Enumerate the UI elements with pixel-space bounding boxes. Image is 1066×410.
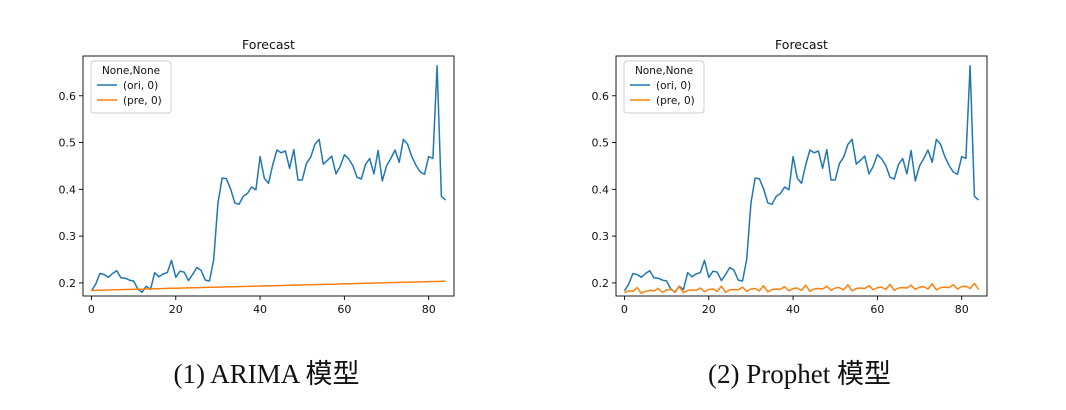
chart2-y-tick-label: 0.2	[592, 277, 610, 290]
chart2-x-tick-label: 60	[870, 303, 884, 316]
chart1-y-tick-label: 0.6	[59, 90, 77, 103]
chart1-x-tick-label: 80	[422, 303, 436, 316]
chart1-x-tick-label: 0	[88, 303, 95, 316]
prophet-forecast-chart: Forecast 0 20 40 60 80 0.2 0.3 0.4 0.5 0.6 None,Non…	[592, 37, 988, 316]
chart1-y-tick-label: 0.5	[59, 137, 77, 150]
chart1-series-line-pre	[91, 280, 446, 292]
chart1-legend: None,None (ori, 0) (pre, 0)	[90, 60, 172, 114]
chart2-title: Forecast	[775, 37, 828, 52]
chart1-legend-title: None,None	[102, 65, 160, 77]
chart2-x-tick-label: 0	[621, 303, 628, 316]
chart2-y-tick-label: 0.6	[592, 90, 610, 103]
chart2-x-tick-label: 20	[702, 303, 716, 316]
chart1-x-tick-label: 40	[253, 303, 267, 316]
chart2-y-tick-label: 0.3	[592, 230, 610, 243]
chart1-x-tick-label: 60	[337, 303, 351, 316]
chart2-series-line-pre	[624, 282, 980, 294]
chart1-x-tick-label: 20	[169, 303, 183, 316]
chart2-legend: None,None (ori, 0) (pre, 0)	[623, 60, 705, 114]
chart2-series-line-ori	[623, 65, 980, 294]
chart1-title: Forecast	[242, 37, 295, 52]
chart1-legend-label: (pre, 0)	[123, 95, 162, 107]
prophet-figure: Forecast 0 20 40 60 80 0.2 0.3 0.4 0.5 0.6 None,Non…	[533, 0, 1066, 410]
chart1-y-tick-label: 0.4	[59, 183, 77, 196]
arima-figure: Forecast 0 20 40 60 80 0.2 0.3 0.4 0.5 0.6 None,Non…	[59, 37, 455, 389]
chart2-legend-title: None,None	[635, 65, 693, 77]
chart1-axes-frame	[82, 55, 455, 297]
arima-forecast-chart: Forecast 0 20 40 60 80 0.2 0.3 0.4 0.5 0.6 None,Non…	[59, 37, 455, 316]
chart2-y-tick-label: 0.5	[592, 137, 610, 150]
chart2-legend-label: (pre, 0)	[656, 95, 695, 107]
chart2-legend-label: (ori, 0)	[656, 80, 691, 92]
prophet-caption: (2) Prophet 模型	[708, 359, 891, 389]
chart2-axes-frame	[615, 55, 988, 297]
chart1-y-tick-label: 0.2	[59, 277, 77, 290]
chart1-y-tick-label: 0.3	[59, 230, 77, 243]
arima-caption: (1) ARIMA 模型	[173, 359, 360, 389]
chart2-x-tick-label: 40	[786, 303, 800, 316]
chart2-x-tick-label: 80	[955, 303, 969, 316]
chart2-y-tick-label: 0.4	[592, 183, 610, 196]
chart1-legend-label: (ori, 0)	[123, 80, 158, 92]
